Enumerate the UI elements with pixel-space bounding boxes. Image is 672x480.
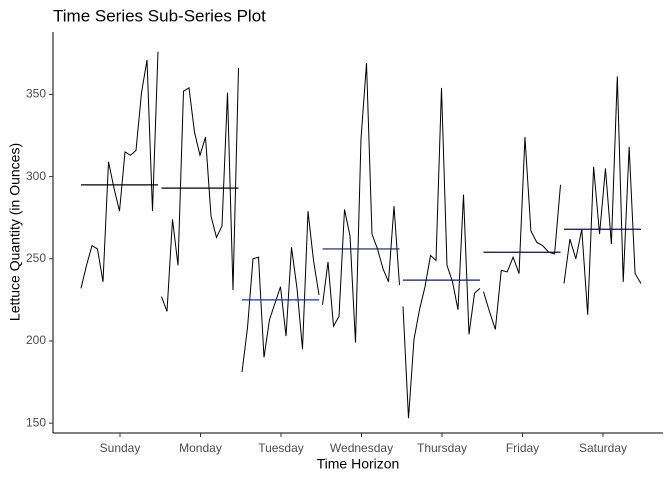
chart-title: Time Series Sub-Series Plot <box>53 6 266 25</box>
sub-series-line <box>563 76 642 315</box>
x-tick-label: Sunday <box>100 441 141 455</box>
x-tick-label: Wednesday <box>330 441 393 455</box>
y-tick-label: 200 <box>26 333 46 347</box>
x-tick-label: Friday <box>506 441 539 455</box>
x-axis-label: Time Horizon <box>317 456 400 472</box>
x-tick-label: Tuesday <box>258 441 304 455</box>
sub-series-line <box>322 63 400 343</box>
sub-series-line <box>241 211 320 373</box>
sub-series-line <box>483 137 561 330</box>
sub-series-line <box>80 51 159 289</box>
y-tick-label: 150 <box>26 415 46 429</box>
x-tick-label: Monday <box>179 441 222 455</box>
y-axis-label: Lettuce Quantity (in Ounces) <box>7 143 23 321</box>
x-tick-label: Thursday <box>417 441 467 455</box>
y-tick-label: 350 <box>26 87 46 101</box>
x-tick-label: Saturday <box>579 441 627 455</box>
y-tick-label: 250 <box>26 251 46 265</box>
sub-series-line <box>402 87 481 419</box>
y-tick-label: 300 <box>26 169 46 183</box>
sub-series-line <box>161 68 239 312</box>
